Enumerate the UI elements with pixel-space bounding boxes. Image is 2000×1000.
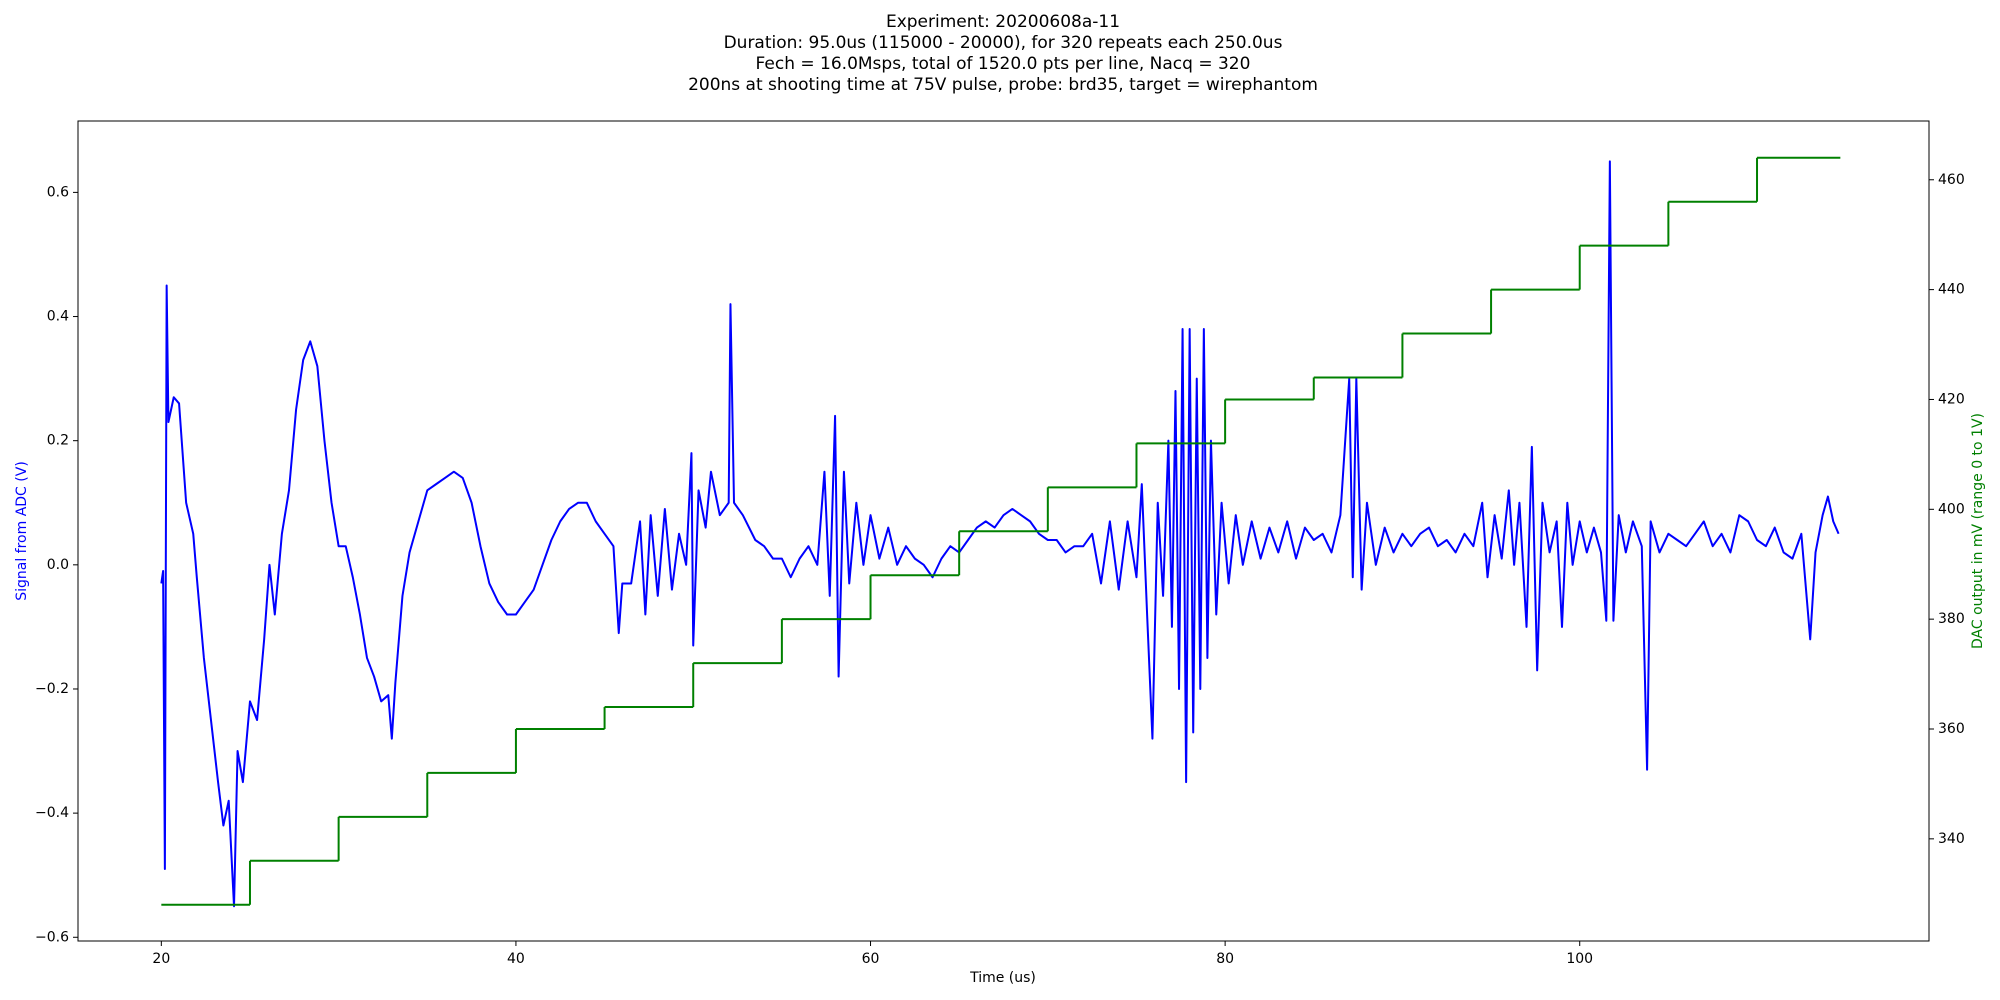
y-tick-label: 0.4 bbox=[47, 309, 69, 325]
title-line: Duration: 95.0us (115000 - 20000), for 3… bbox=[724, 33, 1283, 53]
x-tick-label: 20 bbox=[152, 951, 170, 967]
y-tick-label: −0.2 bbox=[35, 681, 69, 697]
x-tick-label: 80 bbox=[1216, 951, 1234, 967]
y2-tick-label: 400 bbox=[1938, 501, 1965, 517]
y2-tick-label: 460 bbox=[1938, 172, 1965, 188]
title-line: Experiment: 20200608a-11 bbox=[886, 12, 1120, 32]
y2-tick-label: 440 bbox=[1938, 282, 1965, 298]
plot-frame bbox=[77, 120, 1930, 942]
y-tick-label: −0.6 bbox=[35, 929, 69, 945]
y2-tick-label: 360 bbox=[1938, 721, 1965, 737]
y-axis-label: Signal from ADC (V) bbox=[14, 461, 30, 601]
x-tick-label: 40 bbox=[507, 951, 525, 967]
y-tick-label: −0.4 bbox=[35, 805, 69, 821]
y2-tick-label: 420 bbox=[1938, 391, 1965, 407]
y2-tick-label: 380 bbox=[1938, 611, 1965, 627]
title-line: 200ns at shooting time at 75V pulse, pro… bbox=[688, 75, 1318, 95]
signal-line bbox=[160, 160, 1840, 908]
y-tick-label: 0.6 bbox=[47, 184, 69, 200]
title-line: Fech = 16.0Msps, total of 1520.0 pts per… bbox=[756, 54, 1251, 74]
x-axis-label: Time (us) bbox=[969, 970, 1036, 986]
y2-axis-label: DAC output in mV (range 0 to 1V) bbox=[1970, 413, 1986, 649]
x-tick-label: 100 bbox=[1566, 951, 1593, 967]
y-tick-label: 0.2 bbox=[47, 433, 69, 449]
x-tick-label: 60 bbox=[862, 951, 880, 967]
y2-tick-label: 340 bbox=[1938, 831, 1965, 847]
y-tick-label: 0.0 bbox=[47, 557, 69, 573]
